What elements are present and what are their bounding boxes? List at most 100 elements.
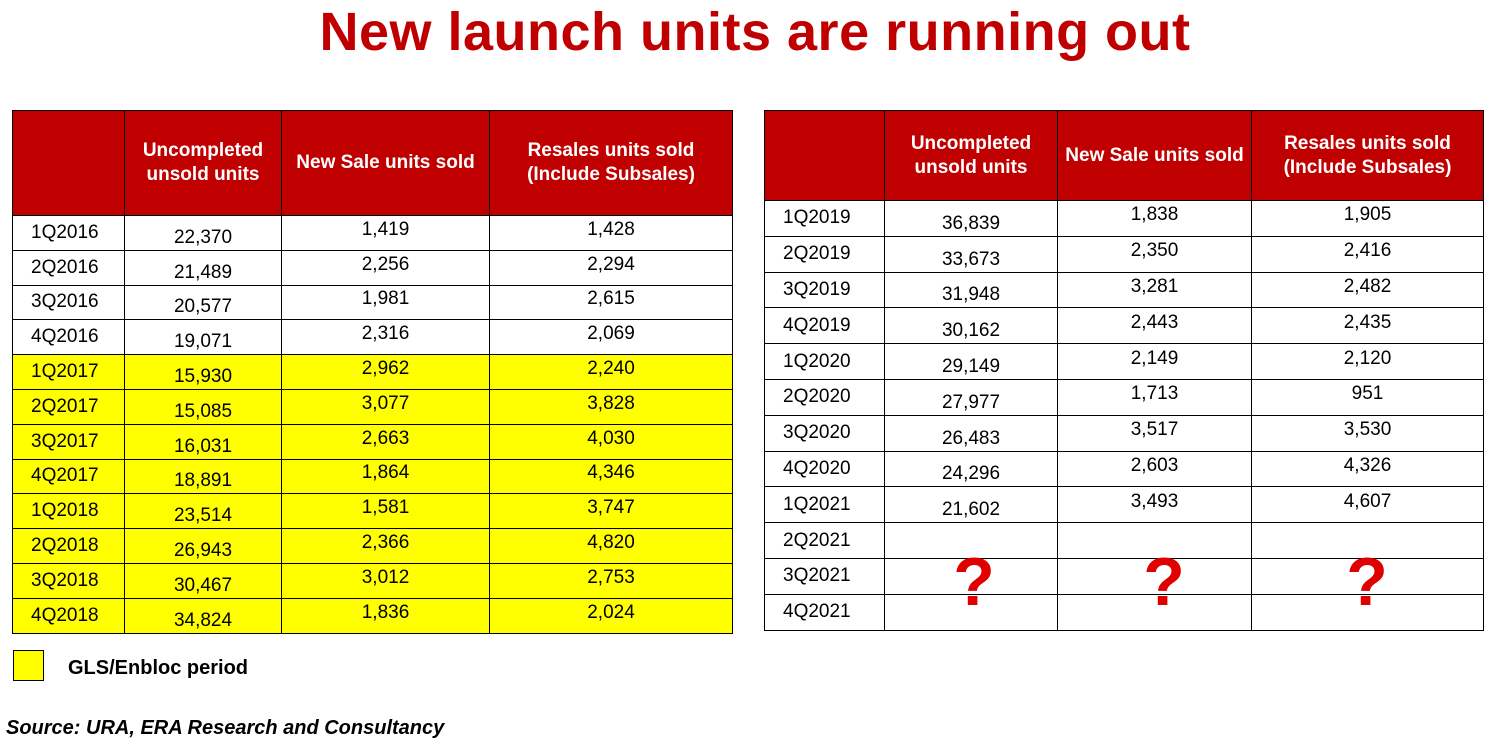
resales-cell: 2,024 bbox=[489, 597, 733, 634]
uncompleted-cell: 26,943 bbox=[124, 528, 282, 564]
table-row: 1Q2018 23,514 1,581 3,747 bbox=[12, 493, 733, 530]
resales-header: Resales units sold (Include Subsales) bbox=[1251, 110, 1484, 201]
uncompleted-cell: 22,370 bbox=[124, 215, 282, 251]
uncompleted-cell: 27,977 bbox=[884, 378, 1058, 416]
table-row: 1Q2021 21,602 3,493 4,607 bbox=[764, 486, 1484, 524]
table-row: 4Q2020 24,296 2,603 4,326 bbox=[764, 450, 1484, 488]
uncompleted-cell: 15,930 bbox=[124, 354, 282, 390]
table-row: 4Q2017 18,891 1,864 4,346 bbox=[12, 458, 733, 495]
table-row: 3Q2019 31,948 3,281 2,482 bbox=[764, 271, 1484, 309]
resales-cell: 1,905 bbox=[1251, 200, 1484, 237]
new-sale-cell: 2,603 bbox=[1057, 450, 1252, 488]
uncompleted-header: Uncompleted unsold units bbox=[124, 110, 282, 216]
period-cell: 3Q2017 bbox=[12, 423, 125, 460]
table-row: 4Q2016 19,071 2,316 2,069 bbox=[12, 319, 733, 356]
new-sale-cell: 2,663 bbox=[281, 423, 490, 460]
table-row: 3Q2020 26,483 3,517 3,530 bbox=[764, 414, 1484, 452]
new-sale-cell: 2,350 bbox=[1057, 235, 1252, 273]
period-cell: 3Q2019 bbox=[764, 271, 885, 309]
resales-cell: 2,120 bbox=[1251, 343, 1484, 380]
new-sale-cell: 1,981 bbox=[281, 284, 490, 321]
period-cell: 1Q2016 bbox=[12, 215, 125, 251]
resales-cell: 4,607 bbox=[1251, 486, 1484, 524]
table-header-row: Uncompleted unsold units New Sale units … bbox=[764, 110, 1484, 201]
new-sale-cell: 3,493 bbox=[1057, 486, 1252, 524]
new-sale-cell: 1,419 bbox=[281, 215, 490, 251]
table-row: 1Q2017 15,930 2,962 2,240 bbox=[12, 354, 733, 390]
new-sale-cell: 2,366 bbox=[281, 528, 490, 564]
new-sale-cell bbox=[1057, 593, 1252, 631]
period-cell: 2Q2017 bbox=[12, 388, 125, 425]
resales-cell: 2,753 bbox=[489, 562, 733, 599]
resales-cell: 3,747 bbox=[489, 493, 733, 530]
table-row: 1Q2019 36,839 1,838 1,905 bbox=[764, 200, 1484, 237]
table-row: 3Q2018 30,467 3,012 2,753 bbox=[12, 562, 733, 599]
period-cell: 3Q2016 bbox=[12, 284, 125, 321]
uncompleted-cell: 19,071 bbox=[124, 319, 282, 356]
new-sale-header: New Sale units sold bbox=[1057, 110, 1252, 201]
uncompleted-cell: 16,031 bbox=[124, 423, 282, 460]
unknown-new-sale-mark: ? bbox=[1143, 544, 1185, 620]
period-cell: 4Q2019 bbox=[764, 307, 885, 345]
uncompleted-header: Uncompleted unsold units bbox=[884, 110, 1058, 201]
table-row: 2Q2019 33,673 2,350 2,416 bbox=[764, 235, 1484, 273]
resales-cell: 4,326 bbox=[1251, 450, 1484, 488]
resales-cell: 4,030 bbox=[489, 423, 733, 460]
resales-cell: 4,820 bbox=[489, 528, 733, 564]
resales-cell: 2,294 bbox=[489, 249, 733, 286]
period-cell: 3Q2018 bbox=[12, 562, 125, 599]
period-cell: 3Q2021 bbox=[764, 557, 885, 595]
uncompleted-cell: 33,673 bbox=[884, 235, 1058, 273]
new-sale-cell: 2,256 bbox=[281, 249, 490, 286]
uncompleted-cell: 18,891 bbox=[124, 458, 282, 495]
resales-cell: 2,435 bbox=[1251, 307, 1484, 345]
table-row: 3Q2016 20,577 1,981 2,615 bbox=[12, 284, 733, 321]
uncompleted-cell: 31,948 bbox=[884, 271, 1058, 309]
table-row: 2Q2020 27,977 1,713 951 bbox=[764, 378, 1484, 416]
resales-cell: 2,482 bbox=[1251, 271, 1484, 309]
table-row: 4Q2021 bbox=[764, 593, 1484, 631]
uncompleted-cell: 23,514 bbox=[124, 493, 282, 530]
resales-cell: 2,615 bbox=[489, 284, 733, 321]
period-header bbox=[12, 110, 125, 216]
table-row: 2Q2018 26,943 2,366 4,820 bbox=[12, 528, 733, 564]
period-cell: 1Q2020 bbox=[764, 343, 885, 380]
uncompleted-cell: 15,085 bbox=[124, 388, 282, 425]
new-sale-cell: 3,077 bbox=[281, 388, 490, 425]
period-header bbox=[764, 110, 885, 201]
table-row: 4Q2019 30,162 2,443 2,435 bbox=[764, 307, 1484, 345]
uncompleted-cell: 26,483 bbox=[884, 414, 1058, 452]
new-sale-cell bbox=[1057, 557, 1252, 595]
period-cell: 4Q2021 bbox=[764, 593, 885, 631]
new-sale-cell: 3,012 bbox=[281, 562, 490, 599]
table-header-row: Uncompleted unsold units New Sale units … bbox=[12, 110, 733, 216]
resales-cell bbox=[1251, 557, 1484, 595]
resales-cell: 2,240 bbox=[489, 354, 733, 390]
new-sale-cell: 2,149 bbox=[1057, 343, 1252, 380]
period-cell: 2Q2016 bbox=[12, 249, 125, 286]
unknown-resales-mark: ? bbox=[1346, 544, 1388, 620]
resales-cell bbox=[1251, 593, 1484, 631]
uncompleted-cell bbox=[884, 593, 1058, 631]
uncompleted-cell: 36,839 bbox=[884, 200, 1058, 237]
period-cell: 4Q2020 bbox=[764, 450, 885, 488]
resales-cell: 3,828 bbox=[489, 388, 733, 425]
new-sale-cell: 3,517 bbox=[1057, 414, 1252, 452]
sales-table-2016-2018: Uncompleted unsold units New Sale units … bbox=[12, 110, 733, 634]
sales-table-2019-2021: Uncompleted unsold units New Sale units … bbox=[764, 110, 1484, 631]
resales-cell: 2,416 bbox=[1251, 235, 1484, 273]
period-cell: 1Q2021 bbox=[764, 486, 885, 524]
uncompleted-cell: 30,162 bbox=[884, 307, 1058, 345]
uncompleted-cell: 21,489 bbox=[124, 249, 282, 286]
period-cell: 2Q2019 bbox=[764, 235, 885, 273]
legend-label: GLS/Enbloc period bbox=[68, 657, 249, 679]
new-sale-cell: 1,864 bbox=[281, 458, 490, 495]
table-row: 4Q2018 34,824 1,836 2,024 bbox=[12, 597, 733, 634]
new-sale-header: New Sale units sold bbox=[281, 110, 490, 216]
legend-swatch bbox=[13, 650, 44, 681]
period-cell: 3Q2020 bbox=[764, 414, 885, 452]
unknown-uncompleted-mark: ? bbox=[953, 544, 995, 620]
table-row: 1Q2020 29,149 2,149 2,120 bbox=[764, 343, 1484, 380]
period-cell: 4Q2017 bbox=[12, 458, 125, 495]
source-note: Source: URA, ERA Research and Consultanc… bbox=[6, 717, 445, 739]
